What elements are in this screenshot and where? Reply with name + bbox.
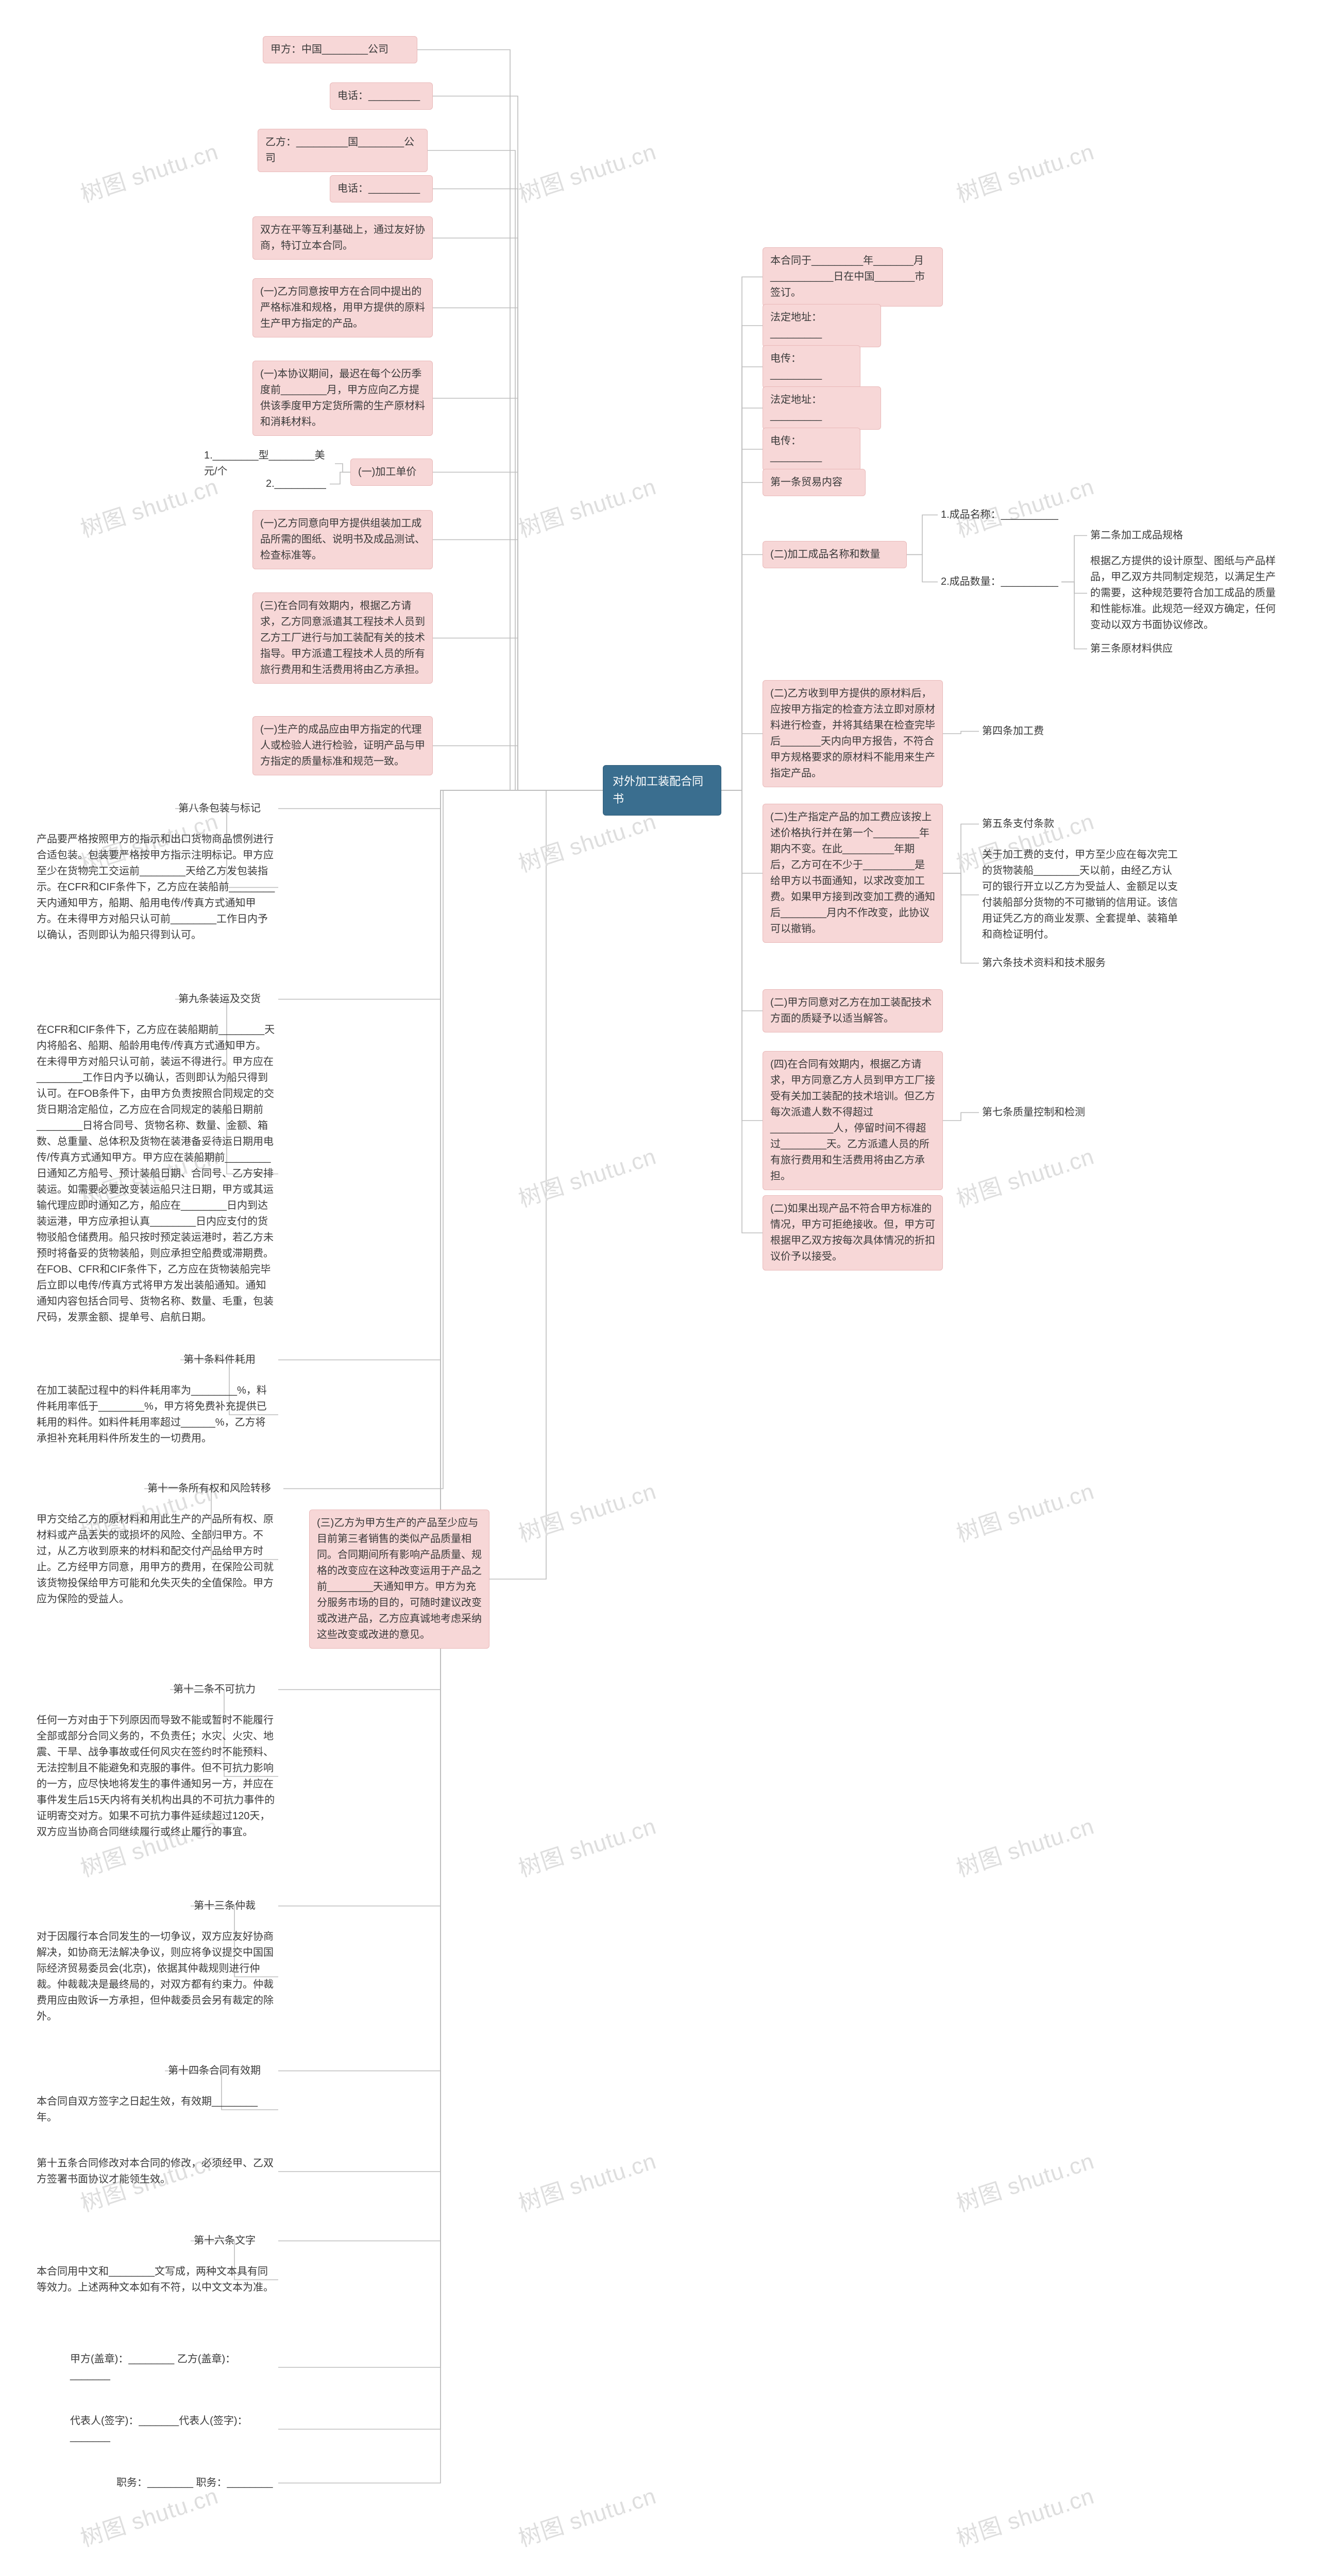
mindmap-node: 本合同用中文和________文写成，两种文本具有同等效力。上述两种文本如有不符… <box>33 2262 278 2298</box>
mindmap-node: 第十一条所有权和风险转移 <box>144 1479 283 1499</box>
mindmap-node: 第八条包装与标记 <box>175 799 278 819</box>
watermark: 树图 shutu.cn <box>514 1138 660 1214</box>
watermark: 树图 shutu.cn <box>76 468 222 544</box>
mindmap-node: (二)甲方同意对乙方在加工装配技术方面的质疑予以适当解答。 <box>763 989 943 1032</box>
watermark: 树图 shutu.cn <box>514 133 660 209</box>
mindmap-node: 第四条加工费 <box>979 721 1061 741</box>
mindmap-node: 2.成品数量：__________ <box>938 572 1061 592</box>
watermark: 树图 shutu.cn <box>514 468 660 544</box>
mindmap-node: 第三条原材料供应 <box>1087 639 1185 659</box>
mindmap-node: 第十二条不可抗力 <box>170 1680 278 1700</box>
watermark: 树图 shutu.cn <box>514 1808 660 1884</box>
mindmap-node: 第五条支付条款 <box>979 814 1072 834</box>
watermark: 树图 shutu.cn <box>952 1808 1098 1884</box>
mindmap-node: 1.成品名称：__________ <box>938 505 1061 525</box>
mindmap-node: 电传：_________ <box>763 345 860 388</box>
mindmap-node: 第七条质量控制和检测 <box>979 1103 1103 1123</box>
mindmap-node: 电传：_________ <box>763 428 860 471</box>
mindmap-node: (二)生产指定产品的加工费应该按上述价格执行并在第一个________年期内不变… <box>763 804 943 943</box>
watermark: 树图 shutu.cn <box>514 2143 660 2218</box>
mindmap-node: 第二条加工成品规格 <box>1087 526 1190 546</box>
mindmap-node: (一)本协议期间，最迟在每个公历季度前________月，甲方应向乙方提供该季度… <box>252 361 433 436</box>
mindmap-node: 第十四条合同有效期 <box>165 2061 278 2081</box>
mindmap-node: 根据乙方提供的设计原型、图纸与产品样品，甲乙双方共同制定规范，以满足生产的需要，… <box>1087 551 1288 635</box>
mindmap-node: 在加工装配过程中的料件耗用率为________%，料件耗用率低于________… <box>33 1381 278 1449</box>
mindmap-node: 产品要严格按照甲方的指示和出口货物商品惯例进行合适包装。包装要严格按甲方指示注明… <box>33 829 278 945</box>
mindmap-node: 在CFR和CIF条件下，乙方应在装船期前________天内将船名、船期、船龄用… <box>33 1020 278 1328</box>
mindmap-root: 对外加工装配合同书 <box>603 765 721 816</box>
mindmap-node: 本合同于_________年_______月___________日在中国___… <box>763 247 943 307</box>
mindmap-node: 任何一方对由于下列原因而导致不能或暂时不能履行全部或部分合同义务的，不负责任；水… <box>33 1710 278 1842</box>
mindmap-node: 第十五条合同修改对本合同的修改，必须经甲、乙双方签署书面协议才能领生效。 <box>33 2154 278 2190</box>
watermark: 树图 shutu.cn <box>952 1138 1098 1214</box>
watermark: 树图 shutu.cn <box>76 133 222 209</box>
mindmap-node: (四)在合同有效期内，根据乙方请求，甲方同意乙方人员到甲方工厂接受有关加工装配的… <box>763 1051 943 1190</box>
mindmap-node: (二)如果出现产品不符合甲方标准的情况，甲方可拒绝接收。但，甲方可根据甲乙双方按… <box>763 1195 943 1270</box>
mindmap-node: 本合同自双方签字之日起生效，有效期________年。 <box>33 2092 278 2128</box>
mindmap-node: 第十六条文字 <box>191 2231 278 2251</box>
watermark: 树图 shutu.cn <box>952 133 1098 209</box>
mindmap-node: 第十条料件耗用 <box>180 1350 278 1370</box>
watermark: 树图 shutu.cn <box>952 2478 1098 2553</box>
mindmap-node: (三)乙方为甲方生产的产品至少应与目前第三者销售的类似产品质量相同。合同期间所有… <box>309 1510 489 1649</box>
mindmap-node: 第一条贸易内容 <box>763 469 866 496</box>
mindmap-node: 电话：_________ <box>330 82 433 110</box>
mindmap-node: 法定地址：_________ <box>763 386 881 430</box>
mindmap-node: 甲方交给乙方的原材料和用此生产的产品所有权、原材料或产品丢失的或损坏的风险、全部… <box>33 1510 278 1609</box>
watermark: 树图 shutu.cn <box>952 1473 1098 1549</box>
mindmap-node: 双方在平等互利基础上，通过友好协商，特订立本合同。 <box>252 216 433 260</box>
mindmap-node: 2._________ <box>263 474 330 494</box>
mindmap-node: 对于因履行本合同发生的一切争议，双方应友好协商解决，如协商无法解决争议，则应将争… <box>33 1927 278 2027</box>
mindmap-node: 第六条技术资料和技术服务 <box>979 953 1123 973</box>
mindmap-node: (二)乙方收到甲方提供的原材料后，应按甲方指定的检查方法立即对原材料进行检查，并… <box>763 680 943 787</box>
mindmap-node: (三)在合同有效期内，根据乙方请求，乙方同意派遣其工程技术人员到乙方工厂进行与加… <box>252 592 433 684</box>
mindmap-node: 甲方：中国________公司 <box>263 36 417 63</box>
mindmap-node: (一)乙方同意向甲方提供组装加工成品所需的图纸、说明书及成品测试、检查标准等。 <box>252 510 433 569</box>
watermark: 树图 shutu.cn <box>514 1473 660 1549</box>
mindmap-node: (一)乙方同意按甲方在合同中提出的严格标准和规格，用甲方提供的原料生产甲方指定的… <box>252 278 433 337</box>
mindmap-node: 甲方(盖章)：________ 乙方(盖章)：_______ <box>67 2349 278 2385</box>
mindmap-node: 第十三条仲裁 <box>191 1896 278 1916</box>
mindmap-node: (一)生产的成品应由甲方指定的代理人或检验人进行检验，证明产品与甲方指定的质量标… <box>252 716 433 775</box>
mindmap-node: 关于加工费的支付，甲方至少应在每次完工的货物装船________天以前，由经乙方… <box>979 845 1185 945</box>
mindmap-node: 职务：________ 职务：________ <box>113 2473 278 2493</box>
mindmap-node: (二)加工成品名称和数量 <box>763 541 907 568</box>
mindmap-node: (一)加工单价 <box>350 459 433 486</box>
mindmap-node: 乙方：_________国________公司 <box>258 129 428 172</box>
mindmap-node: 代表人(签字)：_______代表人(签字)：_______ <box>67 2411 278 2447</box>
watermark: 树图 shutu.cn <box>952 2143 1098 2218</box>
mindmap-node: 电话：_________ <box>330 175 433 202</box>
watermark: 树图 shutu.cn <box>514 2478 660 2553</box>
mindmap-node: 第九条装运及交货 <box>175 989 278 1009</box>
mindmap-node: 法定地址：_________ <box>763 304 881 347</box>
